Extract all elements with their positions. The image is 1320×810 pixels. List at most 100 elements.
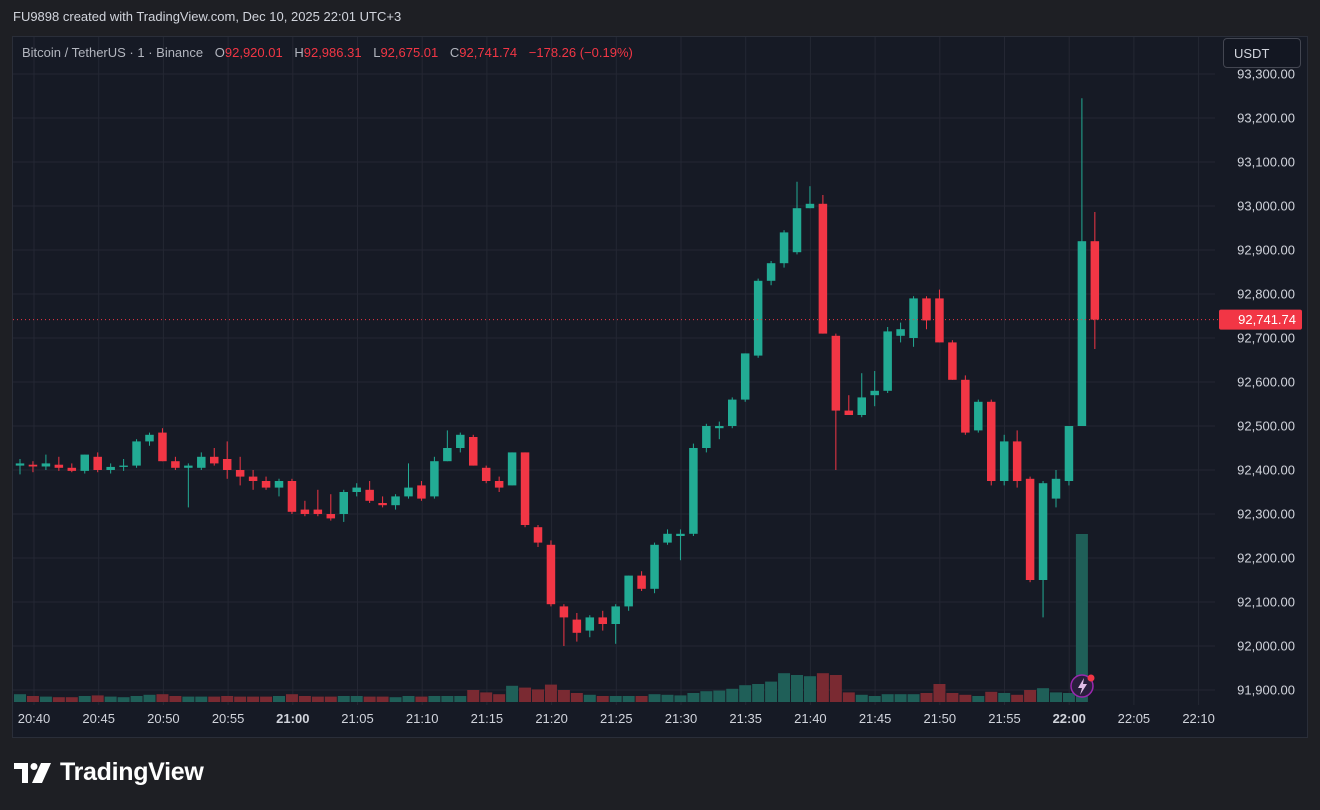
candle-body: [663, 533, 672, 543]
volume-bar: [1011, 694, 1024, 702]
open-value: 92,920.01: [224, 45, 283, 60]
candle-body: [145, 434, 154, 442]
time-tick-label: 21:35: [729, 711, 762, 726]
candle-body: [715, 426, 724, 429]
time-tick-label: 21:40: [794, 711, 827, 726]
volume-bar: [557, 690, 570, 702]
candle-body: [689, 448, 698, 534]
time-tick-label: 21:05: [341, 711, 374, 726]
candles: [15, 98, 1100, 646]
volume-bar: [726, 688, 739, 702]
volume-bar: [285, 694, 298, 702]
candle-body: [844, 410, 854, 415]
time-tick-label: 21:00: [276, 711, 309, 726]
volume-bar: [428, 696, 441, 702]
candle-body: [1077, 241, 1087, 426]
volume-bar: [1075, 534, 1088, 702]
candle-body: [818, 203, 828, 334]
volume-bar: [467, 690, 480, 702]
high-label: H: [294, 45, 304, 60]
candle-body: [1090, 241, 1100, 320]
volume-bar: [324, 696, 337, 702]
volume-bar: [648, 694, 661, 702]
time-axis: 20:40 20:45 20:50 20:55 21:00 21:05 21:10 21:15…: [18, 711, 1215, 726]
candle-body: [443, 448, 452, 462]
candle-body: [339, 492, 348, 514]
low-label: L: [373, 45, 381, 60]
candle-body: [41, 463, 51, 467]
change-value: −178.26 (−0.19%): [528, 45, 633, 60]
symbol-label[interactable]: Bitcoin / TetherUS · 1 · Binance: [22, 45, 204, 60]
candle-body: [494, 481, 504, 488]
volume-bar: [998, 693, 1011, 702]
volume-bar: [14, 694, 26, 702]
candle-body: [352, 487, 361, 492]
candle-body: [28, 464, 38, 467]
candle-body: [235, 470, 245, 477]
candle-body: [585, 617, 595, 631]
price-tick-label: 93,300.00: [1237, 67, 1295, 82]
candle-body: [67, 467, 77, 471]
price-tick-label: 92,700.00: [1237, 331, 1295, 346]
grid-lines: [13, 37, 1215, 705]
candle-body: [210, 456, 219, 464]
candle-body: [507, 452, 517, 486]
time-tick-label: 21:20: [535, 711, 568, 726]
time-tick-label: 21:15: [471, 711, 504, 726]
volume-bar: [829, 675, 842, 702]
candle-body: [637, 575, 646, 589]
candle-body: [391, 496, 400, 506]
volume-bar: [946, 693, 959, 702]
volume-bar: [803, 676, 816, 702]
volume-bar: [868, 696, 881, 702]
price-tick-label: 92,800.00: [1237, 287, 1295, 302]
time-tick-label: 20:45: [82, 711, 115, 726]
volume-bar: [117, 697, 130, 702]
candle-body: [831, 335, 841, 411]
volume-bar: [570, 693, 583, 702]
brand-name: TradingView: [60, 758, 204, 786]
volume-bar: [972, 696, 985, 702]
volume-bar: [376, 696, 389, 702]
candle-body: [883, 331, 892, 391]
candle-body: [1051, 478, 1061, 499]
tradingview-brand[interactable]: TradingView: [14, 758, 204, 787]
volume-bar: [104, 696, 117, 702]
candle-body: [456, 434, 465, 448]
volume-bar: [881, 694, 894, 702]
candle-body: [469, 437, 478, 466]
volume-bar: [842, 692, 855, 702]
price-tick-label: 92,100.00: [1237, 595, 1295, 610]
price-tick-label: 92,300.00: [1237, 507, 1295, 522]
candle-body: [805, 203, 815, 209]
volume-bar: [350, 696, 363, 702]
candle-body: [728, 399, 737, 426]
price-tick-label: 93,100.00: [1237, 155, 1295, 170]
price-tick-label: 93,000.00: [1237, 199, 1295, 214]
volume-bar: [480, 692, 493, 702]
candle-body: [935, 298, 944, 343]
candle-body: [417, 485, 426, 499]
candle-body: [896, 329, 905, 336]
time-tick-label: 21:25: [600, 711, 633, 726]
candle-body: [1025, 478, 1035, 580]
volume-bar: [622, 696, 635, 702]
candle-body: [158, 432, 167, 462]
lightning-bolt-icon[interactable]: [1070, 674, 1095, 698]
candle-body: [481, 467, 491, 481]
volume-bar: [713, 690, 726, 702]
time-tick-label: 21:30: [665, 711, 698, 726]
volume-bars: [14, 534, 1088, 702]
currency-button[interactable]: USDT: [1223, 38, 1301, 68]
volume-bar: [532, 689, 544, 702]
candle-body: [184, 465, 193, 468]
volume-bar: [661, 694, 674, 702]
price-tick-label: 93,200.00: [1237, 111, 1295, 126]
volume-bar: [1050, 692, 1062, 702]
volume-bar: [959, 694, 972, 702]
volume-bar: [752, 684, 765, 702]
volume-bar: [169, 696, 182, 702]
time-tick-label: 22:10: [1182, 711, 1215, 726]
volume-bar: [700, 691, 713, 702]
